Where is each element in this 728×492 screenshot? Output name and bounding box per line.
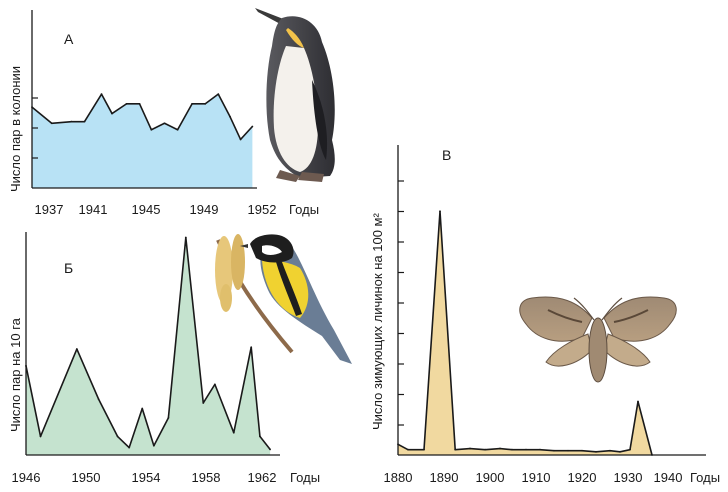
panel-a-xtick-label: 1941 bbox=[79, 202, 108, 217]
panel-v-xtick-label: 1900 bbox=[476, 470, 505, 485]
moth-illustration bbox=[519, 296, 677, 383]
data-point bbox=[202, 402, 205, 404]
data-point bbox=[204, 102, 207, 105]
panel-v-ylabel: Число зимующих личинок на 100 м² bbox=[370, 213, 385, 430]
panel-b: Б Число пар на 10 га 1946 1950 1954 1958… bbox=[8, 232, 320, 485]
panel-a: А Число пар в колонии 1937 1941 1945 194… bbox=[8, 10, 319, 217]
data-point bbox=[251, 125, 254, 128]
panel-b-xtick-label: 1958 bbox=[192, 470, 221, 485]
data-point bbox=[553, 449, 555, 452]
data-point bbox=[269, 448, 271, 451]
panel-v-y-ticks bbox=[398, 180, 404, 426]
panel-b-xtick-label: 1950 bbox=[72, 470, 101, 485]
panel-b-xtick-label: 1954 bbox=[132, 470, 161, 485]
panel-v-letter: В bbox=[442, 147, 451, 163]
data-point bbox=[138, 102, 141, 105]
panel-v-plot bbox=[397, 210, 653, 456]
panel-b-xtick-label: 1946 bbox=[12, 470, 41, 485]
data-point bbox=[595, 450, 597, 453]
data-point bbox=[83, 120, 86, 123]
data-point bbox=[128, 446, 131, 449]
panel-a-xtick-label: 1945 bbox=[132, 202, 161, 217]
panel-a-xtick-label: 1949 bbox=[190, 202, 219, 217]
panel-v-xtick-label: 1940 bbox=[654, 470, 683, 485]
panel-b-xlabel: Годы bbox=[290, 470, 320, 485]
data-point bbox=[469, 447, 471, 450]
data-point bbox=[423, 448, 425, 451]
data-point bbox=[539, 448, 541, 451]
data-point bbox=[184, 236, 187, 239]
data-point bbox=[511, 448, 513, 451]
panel-b-xtick-label: 1962 bbox=[248, 470, 277, 485]
data-point bbox=[499, 447, 501, 450]
data-point bbox=[163, 122, 166, 125]
data-point bbox=[97, 398, 100, 401]
panel-a-letter: А bbox=[64, 31, 74, 47]
data-point bbox=[213, 383, 216, 386]
data-point bbox=[141, 407, 144, 410]
data-point bbox=[581, 449, 583, 452]
panel-v-xtick-label: 1890 bbox=[430, 470, 459, 485]
panel-b-ylabel: Число пар на 10 га bbox=[8, 317, 23, 432]
data-point bbox=[250, 346, 253, 349]
data-point bbox=[191, 102, 193, 105]
data-point bbox=[629, 448, 631, 451]
data-point bbox=[125, 102, 128, 105]
data-point bbox=[75, 348, 78, 350]
data-point bbox=[484, 448, 487, 451]
data-point bbox=[439, 210, 441, 213]
panel-b-letter: Б bbox=[64, 260, 73, 276]
data-point bbox=[525, 448, 527, 451]
data-point bbox=[116, 435, 119, 438]
data-point bbox=[152, 444, 155, 447]
data-point bbox=[259, 435, 261, 438]
panel-a-xlabel: Годы bbox=[289, 202, 319, 217]
data-point bbox=[39, 435, 42, 438]
penguin-illustration bbox=[255, 8, 335, 182]
panel-v-xlabel: Годы bbox=[690, 470, 720, 485]
data-point bbox=[609, 449, 611, 452]
data-point bbox=[232, 431, 235, 434]
data-point bbox=[100, 93, 103, 96]
panel-a-xtick-label: 1952 bbox=[248, 202, 277, 217]
great-tit-illustration bbox=[215, 234, 352, 364]
data-point bbox=[619, 450, 621, 453]
data-point bbox=[176, 128, 179, 131]
panel-v-xtick-label: 1880 bbox=[384, 470, 413, 485]
data-point bbox=[407, 448, 409, 451]
data-point bbox=[50, 122, 53, 125]
series-area bbox=[26, 237, 271, 455]
series-line bbox=[25, 236, 271, 450]
data-point bbox=[637, 400, 639, 403]
data-point bbox=[167, 416, 170, 419]
panel-v-xtick-label: 1930 bbox=[614, 470, 643, 485]
data-point bbox=[454, 448, 457, 451]
panel-a-plot bbox=[31, 93, 254, 188]
data-point bbox=[111, 112, 113, 115]
panel-v: В Число зимующих личинок на 100 м² 1880 … bbox=[370, 145, 720, 485]
panel-v-xtick-label: 1920 bbox=[568, 470, 597, 485]
series-line bbox=[397, 210, 653, 456]
panel-a-ylabel: Число пар в колонии bbox=[8, 66, 23, 192]
data-point bbox=[150, 128, 153, 131]
panel-v-xtick-label: 1910 bbox=[522, 470, 551, 485]
data-point bbox=[567, 449, 569, 452]
data-point bbox=[229, 115, 231, 118]
panel-a-xtick-label: 1937 bbox=[35, 202, 64, 217]
data-point bbox=[70, 120, 73, 123]
data-point bbox=[239, 138, 242, 141]
data-point bbox=[217, 93, 220, 96]
